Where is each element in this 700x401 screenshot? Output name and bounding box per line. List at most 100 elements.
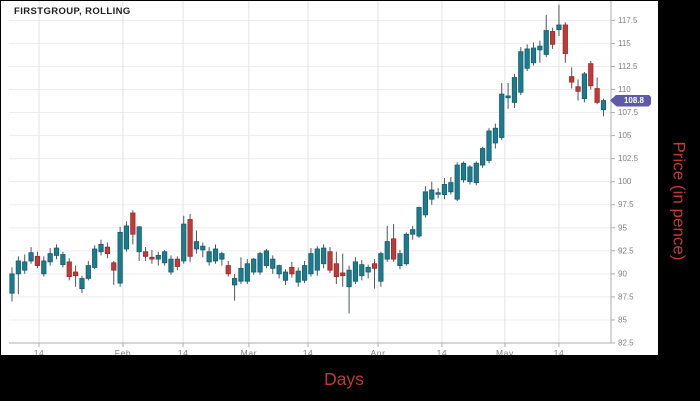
candle [206, 247, 212, 266]
candle [155, 251, 161, 266]
candle [34, 251, 41, 269]
candle [416, 206, 422, 238]
candle [569, 67, 575, 89]
candle [149, 249, 155, 264]
candle [403, 232, 409, 266]
chart-panel: 117.5 115 112.5 110 107.5 105 102.5 100 97.5 95 92… [1, 1, 658, 355]
candle [187, 213, 193, 262]
candle [276, 264, 282, 279]
candle [212, 244, 219, 264]
y-tick-label: 85 [618, 315, 627, 324]
candle [333, 251, 339, 285]
candle [556, 4, 562, 37]
candle [397, 249, 403, 270]
candle [410, 225, 416, 240]
candle [225, 260, 231, 277]
x-tick-label: 14 [437, 348, 448, 355]
candle [251, 258, 257, 275]
x-tick-label: May [496, 348, 514, 355]
candle [104, 242, 110, 259]
x-axis-title-strip: Days [0, 357, 658, 401]
candle [301, 260, 308, 284]
candle [282, 269, 289, 285]
candle [524, 44, 530, 72]
candle [289, 261, 295, 278]
candle [486, 128, 492, 164]
candles-layer [9, 4, 607, 314]
candle [41, 256, 47, 277]
candle [340, 253, 346, 287]
y-tick-label: 102.5 [618, 154, 639, 163]
y-tick-label: 97.5 [618, 200, 634, 209]
y-tick-label: 82.5 [618, 339, 634, 348]
chart-title: FIRSTGROUP, ROLLING [14, 6, 131, 17]
candle [543, 14, 549, 58]
candle [136, 225, 142, 261]
candle [22, 254, 28, 274]
candle [28, 247, 34, 264]
candle [575, 79, 581, 101]
candle [162, 249, 168, 266]
x-axis-ticks: 14 Feb 14 Mar 14 Apr 14 May 14 [34, 343, 565, 355]
y-tick-label: 95 [618, 223, 627, 232]
candlestick-chart: 117.5 115 112.5 110 107.5 105 102.5 100 97.5 95 92… [9, 1, 639, 355]
candle [537, 40, 543, 63]
x-tick-label: 14 [303, 348, 314, 355]
candle [378, 251, 384, 287]
y-tick-label: 105 [618, 131, 632, 140]
candle [550, 27, 556, 49]
candle [66, 258, 72, 281]
candle [359, 260, 365, 281]
y-tick-label: 90 [618, 269, 627, 278]
candle [238, 257, 244, 285]
y-tick-label: 110 [618, 85, 631, 94]
candle [480, 146, 486, 168]
candle [111, 260, 117, 285]
candle [15, 256, 21, 295]
candle [390, 224, 397, 262]
y-axis-title-strip: Price (in pence) [658, 0, 700, 401]
x-axis-title: Days [324, 368, 364, 389]
candle [454, 162, 460, 202]
candle [9, 267, 15, 302]
candle [594, 77, 600, 105]
candle [422, 186, 429, 218]
x-tick-label: 14 [34, 348, 45, 355]
candle [588, 60, 594, 90]
candle [73, 265, 79, 287]
x-tick-label: 14 [178, 348, 189, 355]
candle [384, 225, 390, 262]
y-axis-ticks: 117.5 115 112.5 110 107.5 105 102.5 100 97.5 95 92… [611, 16, 639, 348]
candle [429, 181, 435, 205]
candle [530, 42, 537, 66]
y-tick-label: 112.5 [618, 62, 638, 71]
candle [518, 47, 524, 96]
candle [244, 259, 250, 285]
candle [492, 123, 498, 149]
candle [219, 251, 225, 266]
candle [441, 177, 448, 200]
y-tick-label: 100 [618, 177, 632, 186]
candle [142, 247, 149, 261]
candle [511, 73, 518, 108]
x-tick-label: 14 [554, 348, 565, 355]
last-price-badge: 108.8 [610, 94, 651, 107]
candle [314, 246, 320, 276]
candle [505, 83, 511, 109]
candle [327, 247, 333, 273]
candle [98, 239, 104, 256]
candle [60, 251, 66, 268]
candle [346, 265, 352, 314]
candle [123, 221, 130, 252]
candle [79, 275, 85, 294]
candle [448, 177, 454, 195]
x-tick-label: Feb [115, 348, 131, 355]
candle [263, 248, 270, 269]
candle [85, 260, 91, 281]
candle [47, 248, 53, 266]
candle [295, 267, 301, 287]
candle [352, 257, 359, 285]
candle [321, 244, 327, 269]
x-tick-label: Apr [371, 348, 386, 355]
